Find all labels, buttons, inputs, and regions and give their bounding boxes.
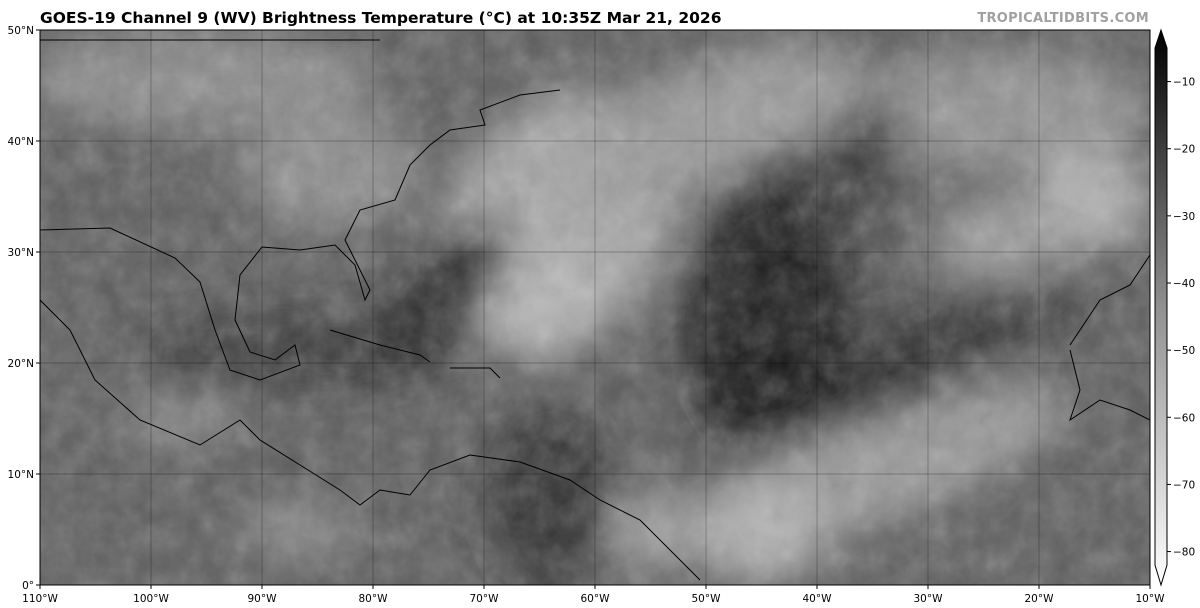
lon-tick-label: 20°W <box>1025 593 1055 605</box>
lon-tick-label: 10°W <box>1136 593 1166 605</box>
lon-tick-label: 70°W <box>470 593 500 605</box>
lat-tick-label: 30°N <box>8 247 34 259</box>
gridlines <box>40 30 1150 585</box>
brand-watermark: TROPICALTIDBITS.COM <box>977 11 1149 26</box>
colorbar-tick-label: −70 <box>1173 479 1195 491</box>
colorbar-tick-label: −80 <box>1173 547 1195 559</box>
longitude-axis: 110°W 100°W 90°W 80°W 70°W 60°W 50°W 40°W 30°W 20… <box>22 585 1165 605</box>
lon-tick-label: 60°W <box>581 593 611 605</box>
lat-tick-label: 40°N <box>8 136 34 148</box>
lon-tick-label: 50°W <box>692 593 722 605</box>
lon-tick-label: 80°W <box>359 593 389 605</box>
lon-tick-label: 100°W <box>133 593 169 605</box>
lat-tick-label: 10°N <box>8 469 34 481</box>
lon-tick-label: 30°W <box>914 593 944 605</box>
map-title: GOES-19 Channel 9 (WV) Brightness Temper… <box>40 9 722 27</box>
lat-tick-label: 50°N <box>8 25 34 37</box>
colorbar-tick-label: −10 <box>1173 77 1195 89</box>
colorbar-tick-label: −60 <box>1173 412 1195 424</box>
colorbar-ticks: −10 −20 −30 −40 −50 −60 −70 −80 <box>1167 77 1195 559</box>
lat-tick-label: 0° <box>22 580 34 592</box>
colorbar-tick-label: −20 <box>1173 144 1195 156</box>
lon-tick-label: 90°W <box>248 593 278 605</box>
colorbar: −10 −20 −30 −40 −50 −60 −70 −80 <box>1154 28 1195 587</box>
lon-tick-label: 40°W <box>803 593 833 605</box>
colorbar-tick-label: −40 <box>1173 278 1195 290</box>
colorbar-scale <box>1154 28 1168 587</box>
colorbar-tick-label: −30 <box>1173 211 1195 223</box>
coastlines <box>40 39 1150 581</box>
lon-tick-label: 110°W <box>22 593 58 605</box>
colorbar-tick-label: −50 <box>1173 345 1195 357</box>
lat-tick-label: 20°N <box>8 358 34 370</box>
latitude-axis: 0° 10°N 20°N 30°N 40°N 50°N <box>8 25 40 592</box>
water-vapor-imagery <box>40 30 1150 585</box>
